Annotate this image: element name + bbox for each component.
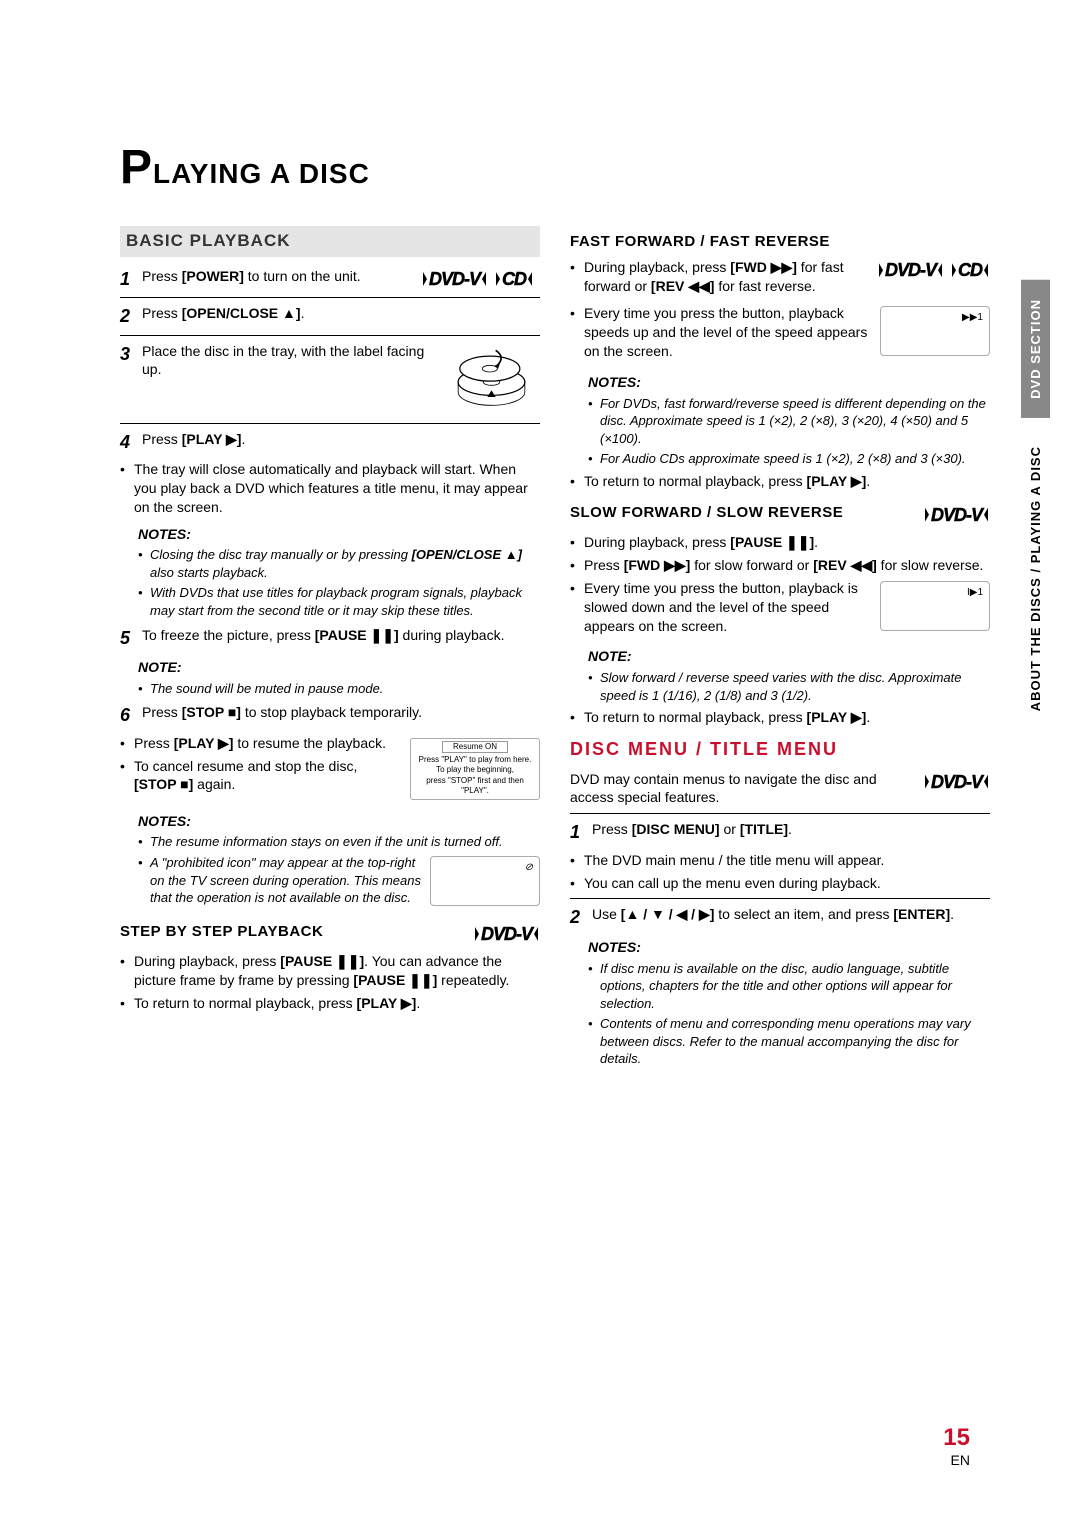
page-title: PLAYING A DISC: [120, 140, 990, 195]
disc-menu-heading: DISC MENU / TITLE MENU: [570, 737, 990, 761]
note: For DVDs, fast forward/reverse speed is …: [588, 395, 990, 448]
note-label: NOTE:: [588, 647, 990, 666]
disc-tray-illustration: [449, 342, 534, 417]
step4-bullet: The tray will close automatically and pl…: [120, 460, 540, 517]
basic-playback-heading: BASIC PLAYBACK: [120, 226, 540, 257]
step-playback-heading: STEP BY STEP PLAYBACK DVD-V: [120, 922, 540, 946]
bullet: During playback, press [PAUSE ❚❚]. You c…: [120, 952, 540, 990]
side-tabs: DVD SECTION ABOUT THE DISCS / PLAYING A …: [1021, 280, 1050, 729]
prohibit-icon: ⊘: [525, 862, 533, 873]
note: The resume information stays on even if …: [138, 833, 540, 851]
step-6: 6 Press [STOP ■] to stop playback tempor…: [120, 703, 540, 727]
note: For Audio CDs approximate speed is 1 (×2…: [588, 450, 990, 468]
right-column: FAST FORWARD / FAST REVERSE DVD-V CD Dur…: [570, 220, 990, 1071]
menu-step-2: 2 Use [▲ / ▼ / ◀ / ▶] to select an item,…: [570, 905, 990, 929]
left-column: BASIC PLAYBACK 1 Press [POWER] to turn o…: [120, 220, 540, 1071]
step-4: 4 Press [PLAY ▶].: [120, 430, 540, 454]
note: Closing the disc tray manually or by pre…: [138, 546, 540, 581]
step-number: 1: [120, 267, 136, 291]
note: If disc menu is available on the disc, a…: [588, 960, 990, 1013]
note: The sound will be muted in pause mode.: [138, 680, 540, 698]
notes-label: NOTES:: [588, 373, 990, 392]
note-label: NOTE:: [138, 658, 540, 677]
step-text: Press [POWER] to turn on the unit.: [142, 267, 415, 286]
bullet: Press [FWD ▶▶] for slow forward or [REV …: [570, 556, 990, 575]
bullet: During playback, press [PAUSE ❚❚].: [570, 533, 990, 552]
bullet: Every time you press the button, playbac…: [570, 579, 990, 636]
bullet: Every time you press the button, playbac…: [570, 304, 990, 361]
notes-label: NOTES:: [588, 938, 990, 957]
dvdv-badge: DVD-V: [923, 503, 990, 527]
side-tab-about: ABOUT THE DISCS / PLAYING A DISC: [1022, 428, 1049, 729]
bullet: Press [PLAY ▶] to resume the playback.: [120, 734, 540, 753]
slow-heading: SLOW FORWARD / SLOW REVERSE DVD-V: [570, 503, 990, 527]
note: ⊘ A "prohibited icon" may appear at the …: [138, 854, 540, 910]
notes-label: NOTES:: [138, 812, 540, 831]
page-number: 15 EN: [943, 1424, 970, 1468]
dvdv-badge: DVD-V: [923, 770, 990, 794]
dvdv-badge: DVD-V: [421, 267, 488, 291]
bullet: To return to normal playback, press [PLA…: [120, 994, 540, 1013]
note: Slow forward / reverse speed varies with…: [588, 669, 990, 704]
note: Contents of menu and corresponding menu …: [588, 1015, 990, 1068]
dvdv-badge: DVD-V: [473, 922, 540, 946]
bullet: To return to normal playback, press [PLA…: [570, 472, 990, 491]
content-columns: BASIC PLAYBACK 1 Press [POWER] to turn o…: [120, 220, 990, 1071]
title-rest: LAYING A DISC: [153, 158, 370, 189]
menu-step-1: 1 Press [DISC MENU] or [TITLE].: [570, 820, 990, 844]
cd-badge: CD: [494, 267, 534, 291]
ff-heading: FAST FORWARD / FAST REVERSE: [570, 232, 990, 252]
side-tab-dvd-section: DVD SECTION: [1021, 280, 1050, 418]
step-5: 5 To freeze the picture, press [PAUSE ❚❚…: [120, 626, 540, 650]
step-3: 3 Place the disc in the tray, with the l…: [120, 342, 540, 417]
title-dropcap: P: [120, 141, 153, 194]
bullet: The DVD main menu / the title menu will …: [570, 851, 990, 870]
step-2: 2 Press [OPEN/CLOSE ▲].: [120, 304, 540, 328]
note: With DVDs that use titles for playback p…: [138, 584, 540, 619]
notes-label: NOTES:: [138, 525, 540, 544]
bullet: You can call up the menu even during pla…: [570, 874, 990, 893]
bullet: To return to normal playback, press [PLA…: [570, 708, 990, 727]
bullet: To cancel resume and stop the disc, [STO…: [120, 757, 540, 795]
prohibited-osd-callout: ⊘: [430, 856, 540, 906]
step-1: 1 Press [POWER] to turn on the unit. DVD…: [120, 267, 540, 291]
bullet: During playback, press [FWD ▶▶] for fast…: [570, 258, 990, 296]
